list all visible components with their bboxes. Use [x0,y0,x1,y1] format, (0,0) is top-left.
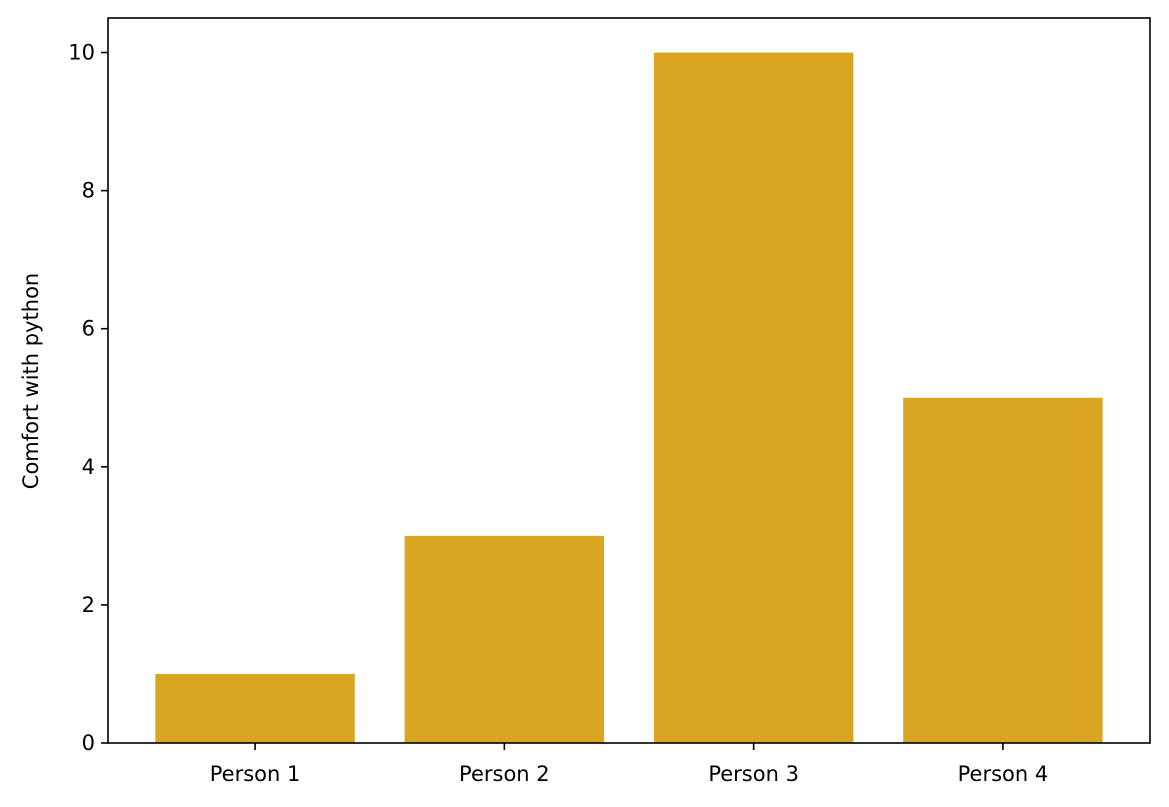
plot-area-frame [107,17,1151,744]
x-tick-label: Person 3 [708,762,799,786]
y-tick-label: 2 [82,593,95,617]
bar-3 [653,52,854,744]
y-tick-label: 0 [82,731,95,755]
y-tick-label: 4 [82,455,95,479]
y-tick-label: 10 [68,41,95,65]
y-axis: 0 2 4 6 8 10 [68,41,108,755]
x-tick-label: Person 2 [459,762,550,786]
x-tick-label: Person 1 [210,762,301,786]
x-tick-label: Person 4 [958,762,1049,786]
bar-4 [903,397,1103,743]
y-tick-label: 8 [82,179,95,203]
x-axis: Person 1 Person 2 Person 3 Person 4 [210,743,1048,786]
bar-1 [155,673,355,743]
y-tick-label: 6 [82,317,95,341]
y-axis-label: Comfort with python [19,273,43,489]
bar-2 [404,535,605,743]
bars-layer [155,52,1103,744]
